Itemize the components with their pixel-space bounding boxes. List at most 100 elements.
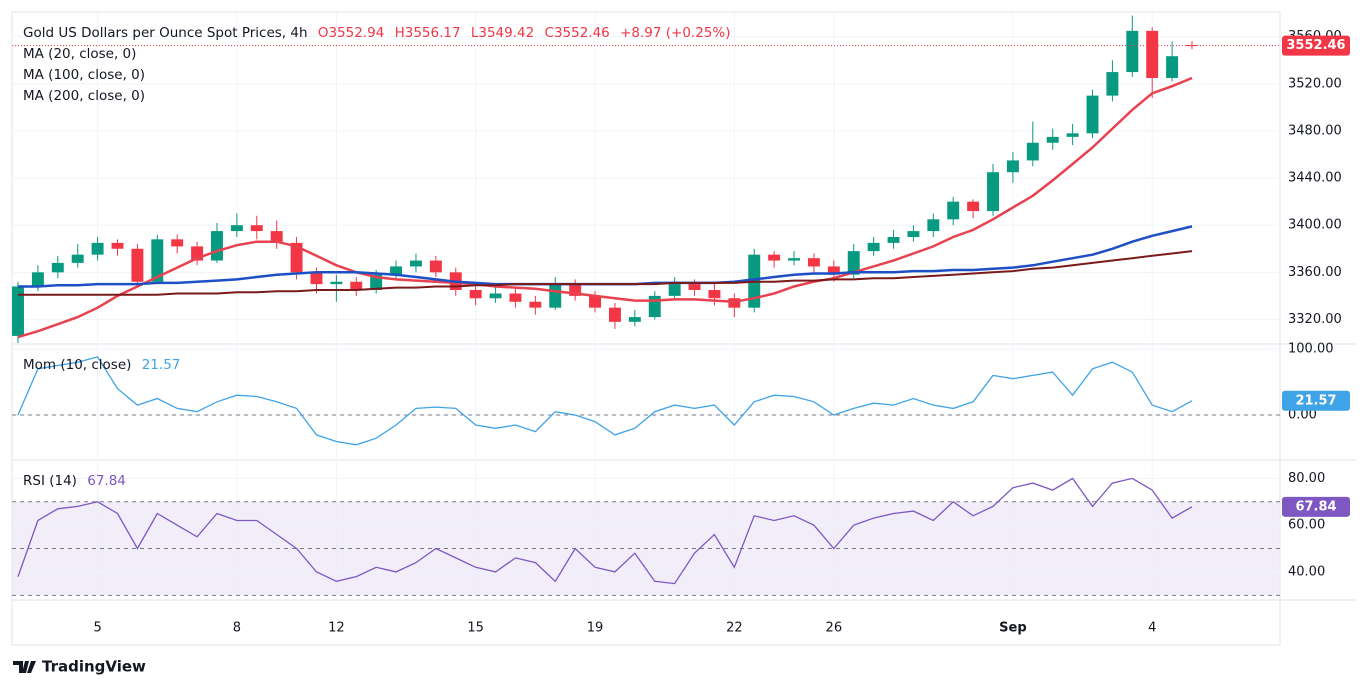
series-line (17, 356, 1193, 446)
candle-body (589, 295, 602, 308)
ma-legend: MA (200, close, 0) (23, 88, 146, 104)
x-tick-label: 4 (1148, 621, 1156, 636)
value-tag-label: 21.57 (1295, 393, 1336, 408)
series-line (17, 477, 1193, 585)
ma-legend: MA (100, close, 0) (23, 67, 146, 83)
candle-body (171, 239, 184, 247)
candle-body (71, 254, 84, 263)
candle-body (987, 172, 999, 212)
candle-body (211, 231, 223, 261)
value-tag (1282, 390, 1350, 411)
ohlc-change: +8.97 (+0.25%) (620, 25, 731, 41)
x-tick-label: 5 (93, 621, 101, 636)
mom-value: 21.57 (141, 357, 181, 373)
ma-legend: MA (20, close, 0) (23, 46, 137, 62)
y-tick-label: 0.00 (1288, 408, 1317, 423)
candle-body (648, 295, 661, 318)
brand: TradingView (42, 658, 146, 676)
ohlc-close: C3552.46 (544, 25, 610, 41)
candle-body (429, 260, 442, 273)
ohlc-low: L3549.42 (470, 25, 535, 41)
x-tick-label: 8 (233, 621, 241, 636)
candle-body (131, 248, 144, 282)
candle-body (111, 242, 124, 249)
candle-body (549, 284, 562, 308)
candle-body (628, 317, 641, 322)
price-legend: Gold US Dollars per Ounce Spot Prices, 4… (23, 25, 736, 41)
candle-body (191, 246, 204, 261)
rsi-value: 67.84 (87, 473, 126, 489)
candle-body (569, 284, 582, 296)
candle-body (151, 239, 164, 282)
candle-body (887, 236, 900, 243)
candle-body (509, 293, 522, 302)
candle-body (250, 225, 263, 232)
candle-body (788, 258, 801, 261)
candle-body (1166, 56, 1179, 78)
symbol-title: Gold US Dollars per Ounce Spot Prices, 4… (23, 25, 308, 41)
candle-body (270, 231, 283, 243)
value-tag-label: 3552.46 (1286, 38, 1345, 53)
candle-body (1046, 136, 1059, 143)
candle-body (1086, 95, 1099, 134)
candle-body (409, 260, 422, 267)
candle-body (1026, 142, 1039, 161)
y-tick-label: 60.00 (1288, 518, 1325, 533)
candle-body (390, 266, 403, 275)
candle-body (469, 289, 482, 299)
candle-body (290, 242, 303, 273)
candle-body (350, 281, 363, 290)
candle-body (668, 284, 681, 296)
candle-body (947, 201, 960, 220)
x-tick-label: 26 (826, 621, 843, 636)
candle-body (31, 272, 44, 287)
candle-body (489, 293, 502, 299)
candle-body (12, 286, 24, 336)
y-tick-label: 3520.00 (1288, 76, 1342, 91)
candle-body (967, 201, 980, 212)
x-tick-label: 12 (328, 621, 345, 636)
value-tag-label: 67.84 (1295, 499, 1336, 514)
candle-body (1126, 30, 1139, 73)
x-tick-label: 19 (587, 621, 604, 636)
x-tick-label: 22 (726, 621, 743, 636)
rsi-name: RSI (14) (23, 473, 77, 489)
candle-body (1066, 133, 1079, 137)
candle-body (91, 242, 104, 255)
logo: TradingView (13, 658, 146, 676)
candle-body (688, 284, 701, 290)
logo-mark (13, 661, 36, 673)
y-tick-label: 3320.00 (1288, 312, 1342, 327)
candle-body (907, 231, 920, 237)
x-tick-label: 15 (467, 621, 484, 636)
candle-body (529, 301, 542, 308)
y-tick-label: 3360.00 (1288, 265, 1342, 280)
mom-legend: Mom (10, close) 21.57 (23, 357, 186, 373)
y-tick-label: 100.00 (1288, 341, 1334, 356)
value-tag (1282, 496, 1350, 517)
y-tick-label: 3400.00 (1288, 218, 1342, 233)
series-line (17, 76, 1193, 339)
candle-body (370, 274, 383, 290)
candle-body (310, 272, 323, 285)
candle-body (1006, 160, 1019, 173)
candle-body (1106, 72, 1119, 96)
y-tick-label: 3480.00 (1288, 123, 1342, 138)
candle-body (51, 262, 64, 273)
y-tick-label: 3440.00 (1288, 171, 1342, 186)
candle-body (827, 266, 840, 275)
ohlc-high: H3556.17 (394, 25, 461, 41)
candle-body (230, 225, 243, 232)
y-tick-label: 40.00 (1288, 564, 1325, 579)
candle-body (1146, 30, 1159, 78)
rsi-legend: RSI (14) 67.84 (23, 473, 132, 489)
layers: 5 8 12 15 19 22 26 Sep 4 3320.00 3360.00 3400.00 344… (11, 11, 1356, 646)
ohlc-open: O3552.94 (317, 25, 385, 41)
candle-body (768, 254, 781, 261)
value-tag (1282, 35, 1350, 56)
candle-body (330, 281, 343, 285)
candle-body (807, 258, 820, 267)
mom-name: Mom (10, close) (23, 357, 132, 373)
